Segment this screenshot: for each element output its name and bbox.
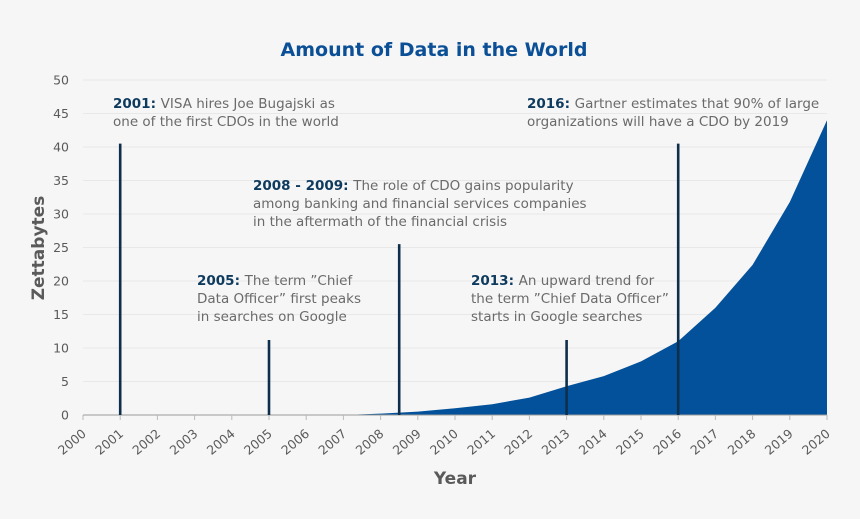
x-axis-label: Year xyxy=(433,469,477,489)
grid xyxy=(83,79,827,382)
annotation-text: Data Officer” first peaks xyxy=(197,291,361,307)
annotation-text: the term ”Chief Data Officer” xyxy=(471,291,669,307)
x-tick-label: 2017 xyxy=(687,426,721,458)
annotation-year: 2016: xyxy=(527,96,575,112)
annotation-text: one of the first CDOs in the world xyxy=(113,114,339,130)
x-tick-label: 2019 xyxy=(762,426,796,458)
y-tick-label: 0 xyxy=(61,408,69,423)
x-tick-label: 2015 xyxy=(613,426,647,458)
x-tick-label: 2018 xyxy=(725,426,759,458)
data-area xyxy=(83,120,827,415)
x-tick-label: 2008 xyxy=(353,426,387,458)
annotation-year: 2001: xyxy=(113,96,161,112)
y-axis-label: Zettabytes xyxy=(29,196,49,301)
y-tick-label: 40 xyxy=(53,140,69,155)
annotation-text: 2016: Gartner estimates that 90% of larg… xyxy=(527,96,819,112)
annotation-text: among banking and financial services com… xyxy=(253,196,587,212)
x-tick-label: 2005 xyxy=(241,426,275,458)
y-tick-label: 50 xyxy=(53,73,69,88)
y-tick-label: 10 xyxy=(53,341,69,356)
x-tick-label: 2004 xyxy=(204,426,238,458)
x-tick-label: 2010 xyxy=(427,426,461,458)
y-axis: 0 5 10 15 20 25 30 35 40 45 50 xyxy=(53,73,69,423)
y-tick-label: 25 xyxy=(53,240,69,255)
annotation-text: in the aftermath of the financial crisis xyxy=(253,214,507,230)
x-tick-label: 2009 xyxy=(390,426,424,458)
x-tick-label: 2011 xyxy=(464,426,498,458)
y-tick-label: 20 xyxy=(53,274,69,289)
x-tick-label: 2013 xyxy=(539,426,573,458)
annotation-year: 2013: xyxy=(471,273,519,289)
x-tick-label: 2014 xyxy=(576,426,610,458)
annotation-text: starts in Google searches xyxy=(471,309,642,325)
x-tick-label: 2006 xyxy=(278,426,312,458)
x-tick-label: 2012 xyxy=(501,426,535,458)
annotation-text: 2005: The term ”Chief xyxy=(197,273,353,289)
annotation-year: 2008 - 2009: xyxy=(253,178,353,194)
chart-title: Amount of Data in the World xyxy=(281,39,588,61)
x-tick-label: 2002 xyxy=(129,426,163,458)
y-tick-label: 35 xyxy=(53,173,69,188)
x-tick-label: 2020 xyxy=(799,426,833,458)
annotation-text: in searches on Google xyxy=(197,309,347,325)
annotation-text: 2008 - 2009: The role of CDO gains popul… xyxy=(253,178,574,194)
annotation-text: organizations will have a CDO by 2019 xyxy=(527,114,789,130)
x-tick-label: 2003 xyxy=(167,426,201,458)
annotations: 2001: VISA hires Joe Bugajski as one of t… xyxy=(113,96,819,415)
y-tick-label: 5 xyxy=(61,374,69,389)
annotation-year: 2005: xyxy=(197,273,245,289)
x-axis: 2000 2001 2002 2003 2004 2005 2006 2007 2008 2009… xyxy=(55,415,833,458)
annotation-text: 2013: An upward trend for xyxy=(471,273,655,289)
x-tick-label: 2007 xyxy=(315,426,349,458)
x-tick-label: 2001 xyxy=(92,426,126,458)
annotation-text: 2001: VISA hires Joe Bugajski as xyxy=(113,96,335,112)
x-tick-label: 2000 xyxy=(55,426,89,458)
y-tick-label: 45 xyxy=(53,106,69,121)
x-tick-label: 2016 xyxy=(650,426,684,458)
y-tick-label: 15 xyxy=(53,307,69,322)
y-tick-label: 30 xyxy=(53,207,69,222)
